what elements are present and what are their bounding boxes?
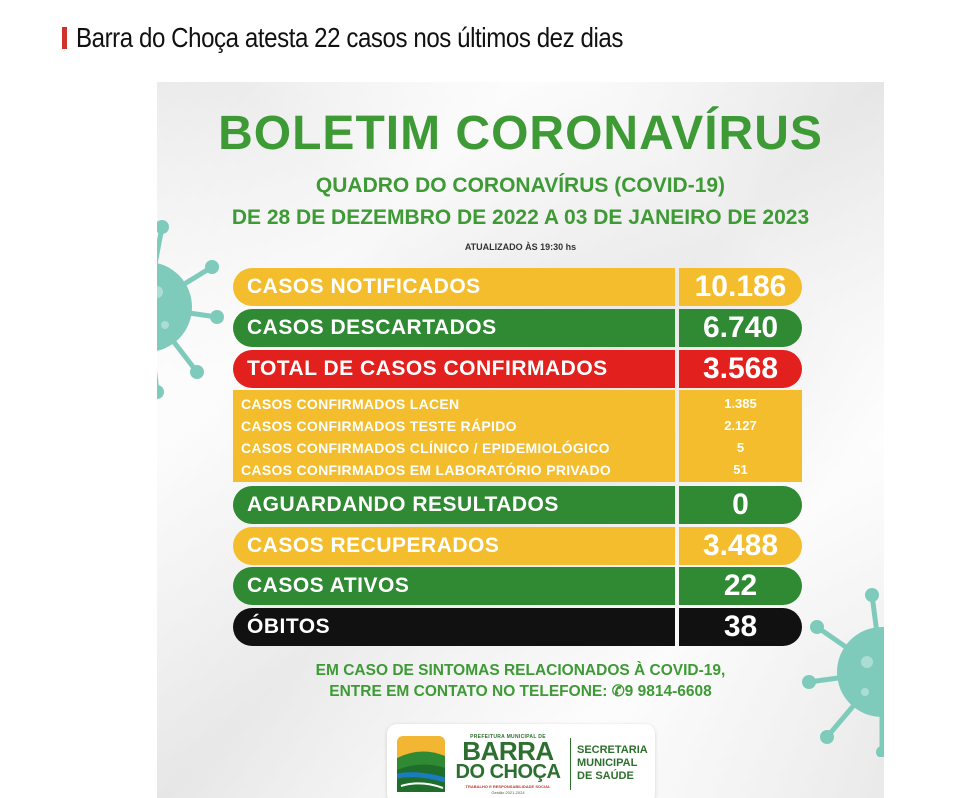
updated-time: ATUALIZADO ÀS 19:30 hs	[464, 242, 577, 252]
logo-do-choca: DO CHOÇA	[455, 761, 561, 783]
stat-value: 6.740	[679, 309, 802, 347]
breakdown-value-box	[679, 390, 802, 482]
contact-line: EM CASO DE SINTOMAS RELACIONADOS À COVID…	[315, 662, 726, 679]
stat-value: 3.568	[679, 350, 802, 388]
secretaria-line: SECRETARIA	[577, 744, 648, 756]
breakdown-label: CASOS CONFIRMADOS LACEN	[241, 395, 460, 412]
stat-row-obitos: ÓBITOS 38	[233, 608, 802, 646]
logo-slogan: TRABALHO E RESPONSABILIDADE SOCIAL	[465, 784, 551, 789]
stat-row-confirmados: TOTAL DE CASOS CONFIRMADOS 3.568	[233, 350, 802, 388]
logo-barra: BARRA	[462, 736, 554, 766]
secretaria-line: DE SAÚDE	[577, 770, 634, 782]
stat-row-notificados: CASOS NOTIFICADOS 10.186	[233, 268, 802, 306]
headline-accent-bar	[62, 27, 67, 49]
stat-value: 10.186	[679, 268, 802, 306]
covid-bulletin-poster: BOLETIM CORONAVÍRUS QUADRO DO CORONAVÍRU…	[157, 82, 884, 798]
stat-label: CASOS ATIVOS	[233, 567, 675, 605]
bulletin-title: BOLETIM CORONAVÍRUS	[218, 107, 823, 160]
breakdown-label-box	[233, 390, 675, 482]
contact-info: EM CASO DE SINTOMAS RELACIONADOS À COVID…	[157, 660, 884, 702]
bulletin-period: DE 28 DE DEZEMBRO DE 2022 A 03 DE JANEIR…	[231, 206, 810, 229]
logo-divider	[570, 738, 571, 790]
stat-label: CASOS DESCARTADOS	[233, 309, 675, 347]
stat-label: ÓBITOS	[233, 608, 675, 646]
breakdown-row: CASOS CONFIRMADOS CLÍNICO / EPIDEMIOLÓGI…	[233, 437, 802, 458]
logo-gestao: Gestão 2021-2024	[491, 790, 525, 795]
stat-value: 0	[679, 486, 802, 524]
breakdown-value: 1.385	[724, 396, 757, 411]
stat-label: CASOS NOTIFICADOS	[233, 268, 675, 306]
secretaria-label: SECRETARIA MUNICIPAL DE SAÚDE	[577, 744, 648, 783]
stat-row-ativos: CASOS ATIVOS 22	[233, 567, 802, 605]
breakdown-label: CASOS CONFIRMADOS TESTE RÁPIDO	[241, 417, 517, 434]
stat-label: AGUARDANDO RESULTADOS	[233, 486, 675, 524]
secretaria-line: MUNICIPAL	[577, 757, 638, 769]
stat-row-aguardando: AGUARDANDO RESULTADOS 0	[233, 486, 802, 524]
stat-label: TOTAL DE CASOS CONFIRMADOS	[233, 350, 675, 388]
breakdown-value: 5	[736, 440, 745, 455]
virus-illustration-right-icon	[802, 588, 884, 757]
breakdown-row: CASOS CONFIRMADOS TESTE RÁPIDO 2.127	[233, 415, 802, 436]
stat-row-recuperados: CASOS RECUPERADOS 3.488	[233, 527, 802, 565]
virus-illustration-left-icon	[157, 220, 224, 399]
stat-value: 22	[679, 567, 802, 605]
confirmed-breakdown: CASOS CONFIRMADOS LACEN 1.385 CASOS CONF…	[233, 390, 802, 482]
municipality-logo-card: PREFEITURA MUNICIPAL DE BARRA DO CHOÇA T…	[387, 724, 655, 798]
article-headline: Barra do Choça atesta 22 casos nos últim…	[62, 16, 712, 60]
stat-row-descartados: CASOS DESCARTADOS 6.740	[233, 309, 802, 347]
breakdown-value: 2.127	[724, 418, 757, 433]
bulletin-subtitle: QUADRO DO CORONAVÍRUS (COVID-19)	[315, 174, 726, 197]
stat-value: 38	[679, 608, 802, 646]
breakdown-value: 51	[733, 462, 748, 477]
logo-prefeitura: PREFEITURA MUNICIPAL DE	[470, 734, 546, 740]
stat-value: 3.488	[679, 527, 802, 565]
contact-phone-line: ENTRE EM CONTATO NO TELEFONE: ✆9 9814-66…	[329, 683, 712, 700]
stat-label: CASOS RECUPERADOS	[233, 527, 675, 565]
municipality-landscape-icon	[397, 736, 445, 792]
breakdown-row: CASOS CONFIRMADOS LACEN 1.385	[233, 393, 802, 414]
breakdown-label: CASOS CONFIRMADOS CLÍNICO / EPIDEMIOLÓGI…	[241, 439, 610, 456]
breakdown-row: CASOS CONFIRMADOS EM LABORATÓRIO PRIVADO…	[233, 459, 802, 480]
breakdown-label: CASOS CONFIRMADOS EM LABORATÓRIO PRIVADO	[241, 461, 612, 478]
headline-text: Barra do Choça atesta 22 casos nos últim…	[76, 22, 623, 53]
